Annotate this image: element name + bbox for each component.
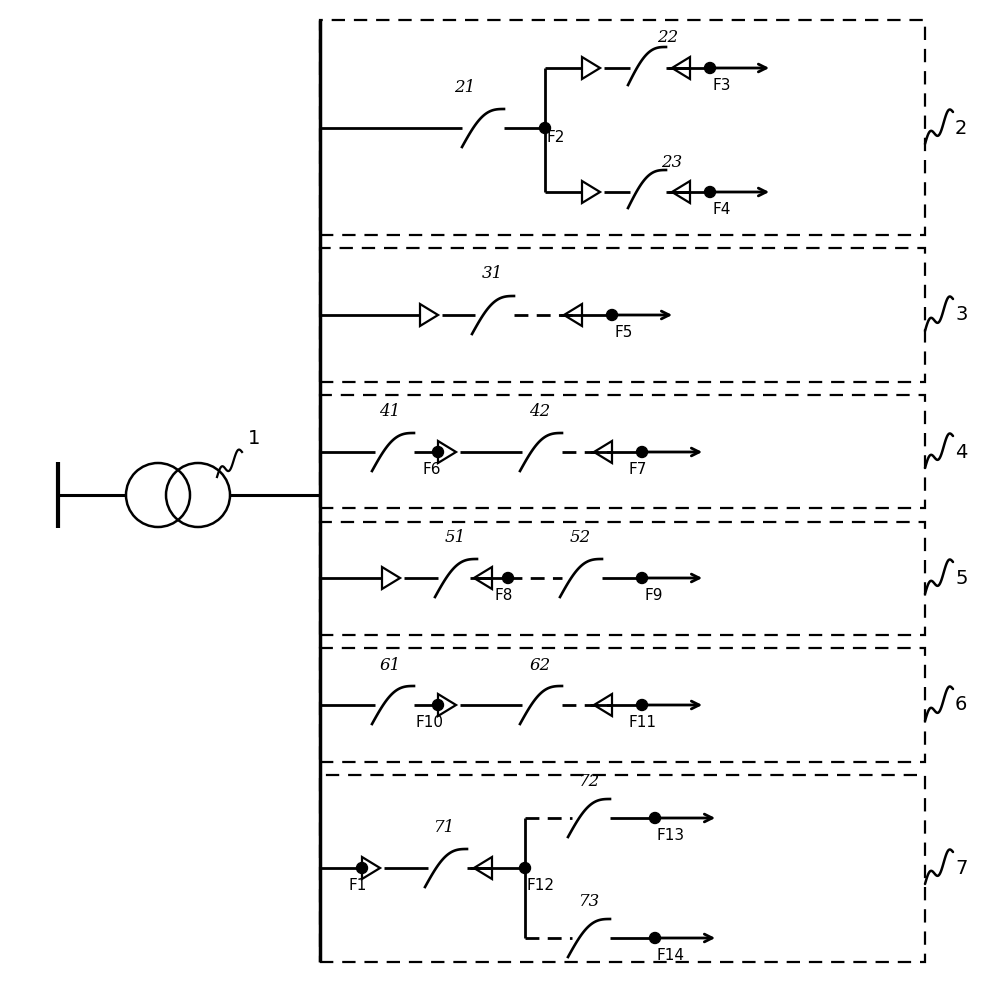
Text: F12: F12 — [527, 878, 555, 893]
Text: 21: 21 — [454, 79, 476, 96]
Text: 41: 41 — [379, 404, 401, 421]
Circle shape — [650, 933, 660, 943]
Text: 73: 73 — [579, 894, 601, 911]
Text: 72: 72 — [579, 773, 601, 790]
Text: F2: F2 — [547, 130, 565, 145]
Text: F7: F7 — [628, 462, 646, 477]
Text: F13: F13 — [657, 828, 685, 843]
Circle shape — [606, 310, 618, 321]
Circle shape — [356, 862, 368, 873]
Text: F14: F14 — [657, 948, 685, 963]
Text: F6: F6 — [422, 462, 440, 477]
Text: F3: F3 — [712, 78, 730, 93]
Text: 3: 3 — [955, 306, 967, 325]
Text: F8: F8 — [495, 588, 513, 603]
Text: F10: F10 — [415, 715, 443, 730]
Text: 6: 6 — [955, 696, 967, 715]
Circle shape — [637, 700, 648, 711]
Text: 7: 7 — [955, 858, 967, 877]
Circle shape — [432, 700, 444, 711]
Text: 23: 23 — [661, 153, 683, 170]
Text: 5: 5 — [955, 568, 968, 587]
Circle shape — [540, 123, 550, 134]
Text: F4: F4 — [712, 202, 730, 217]
Text: 22: 22 — [657, 30, 679, 47]
Circle shape — [704, 186, 716, 197]
Text: F9: F9 — [644, 588, 662, 603]
Text: 51: 51 — [444, 530, 466, 546]
Text: 4: 4 — [955, 443, 967, 461]
Text: F1: F1 — [348, 878, 366, 893]
Text: 31: 31 — [481, 265, 503, 282]
Text: 61: 61 — [379, 656, 401, 673]
Circle shape — [520, 862, 530, 873]
Circle shape — [503, 572, 514, 583]
Circle shape — [637, 572, 648, 583]
Text: 71: 71 — [434, 820, 456, 837]
Text: 42: 42 — [529, 404, 551, 421]
Text: 2: 2 — [955, 119, 967, 138]
Text: F5: F5 — [614, 325, 632, 340]
Text: 52: 52 — [569, 530, 591, 546]
Circle shape — [650, 813, 660, 824]
Circle shape — [432, 446, 444, 457]
Circle shape — [637, 446, 648, 457]
Text: 62: 62 — [529, 656, 551, 673]
Text: 1: 1 — [248, 429, 260, 448]
Circle shape — [704, 62, 716, 73]
Text: F11: F11 — [628, 715, 656, 730]
